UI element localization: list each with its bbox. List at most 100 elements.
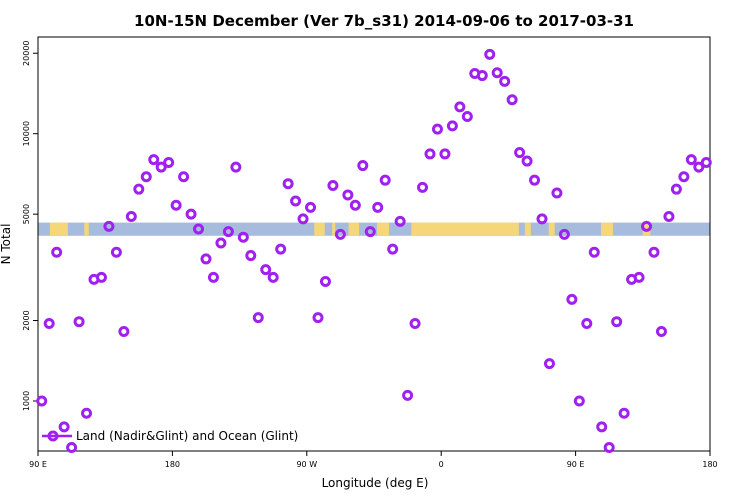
data-point [95, 271, 107, 283]
data-point [81, 407, 93, 419]
data-point [222, 226, 234, 238]
land-segment [348, 222, 360, 236]
x-tick-label: 0 [439, 460, 444, 469]
data-point [110, 246, 122, 258]
data-point [282, 178, 294, 190]
land-segment [600, 222, 613, 236]
data-point [439, 148, 451, 160]
data-points [36, 48, 712, 453]
data-point [484, 48, 496, 60]
land-segment [84, 222, 89, 236]
data-point [260, 264, 272, 276]
data-point [342, 189, 354, 201]
y-axis: 1000 2000 5000 10000 20000 [22, 40, 38, 411]
data-point [417, 181, 429, 193]
legend-label: Land (Nadir&Glint) and Ocean (Glint) [76, 429, 298, 443]
data-point [36, 395, 48, 407]
data-point [618, 407, 630, 419]
x-tick-label: 180 [165, 460, 180, 469]
data-point [506, 94, 518, 106]
data-point [693, 161, 705, 173]
data-point [543, 358, 555, 370]
data-point [334, 228, 346, 240]
data-point [402, 389, 414, 401]
data-point [58, 421, 70, 433]
data-point [319, 275, 331, 287]
data-point [633, 271, 645, 283]
data-point [446, 120, 458, 132]
chart-title: 10N-15N December (Ver 7b_s31) 2014-09-06… [134, 12, 634, 30]
land-segment [411, 222, 519, 236]
data-point [155, 161, 167, 173]
data-point [252, 312, 264, 324]
data-point [215, 237, 227, 249]
x-tick-label: 90 W [296, 460, 317, 469]
data-point [51, 246, 63, 258]
data-point [491, 67, 503, 79]
data-point [685, 154, 697, 166]
x-axis: 90 E 180 90 W 0 90 E 180 [29, 451, 718, 469]
land-segment [49, 222, 68, 236]
data-point [611, 316, 623, 328]
data-point [409, 317, 421, 329]
data-point [431, 123, 443, 135]
data-point [655, 325, 667, 337]
data-point [573, 395, 585, 407]
data-point [349, 199, 361, 211]
data-point [379, 174, 391, 186]
data-point [700, 157, 712, 169]
data-point [133, 183, 145, 195]
data-point [558, 228, 570, 240]
data-point [566, 293, 578, 305]
data-point [178, 171, 190, 183]
data-point [424, 148, 436, 160]
data-point [103, 220, 115, 232]
data-point [200, 253, 212, 265]
data-point [588, 246, 600, 258]
data-point [603, 441, 615, 453]
data-point [148, 154, 160, 166]
land-segment [314, 222, 325, 236]
data-point [312, 312, 324, 324]
data-point [327, 179, 339, 191]
data-point [521, 155, 533, 167]
data-point [461, 110, 473, 122]
data-point [454, 101, 466, 113]
data-point [476, 70, 488, 82]
x-tick-label: 90 E [567, 460, 585, 469]
y-tick-label: 5000 [22, 204, 31, 224]
data-point [267, 271, 279, 283]
y-tick-label: 1000 [22, 391, 31, 411]
data-point [364, 226, 376, 238]
plot-frame [37, 36, 711, 452]
data-point [170, 199, 182, 211]
data-point [648, 246, 660, 258]
land-segment [548, 222, 555, 236]
legend-marker [47, 430, 59, 442]
data-point [514, 147, 526, 159]
x-tick-label: 90 E [29, 460, 47, 469]
data-point [230, 161, 242, 173]
data-point [140, 171, 152, 183]
x-tick-label: 180 [702, 460, 717, 469]
data-point [529, 174, 541, 186]
data-point [596, 421, 608, 433]
y-axis-label: N Total [0, 224, 13, 265]
data-point [73, 316, 85, 328]
data-point [245, 250, 257, 262]
data-point [387, 243, 399, 255]
x-axis-label: Longitude (deg E) [322, 476, 429, 490]
data-point [290, 195, 302, 207]
data-point [275, 243, 287, 255]
data-point [678, 171, 690, 183]
data-point [66, 441, 78, 453]
data-point [357, 160, 369, 172]
y-tick-label: 2000 [22, 310, 31, 330]
data-point [297, 213, 309, 225]
data-point [499, 75, 511, 87]
data-point [118, 325, 130, 337]
data-point [185, 208, 197, 220]
data-point [163, 157, 175, 169]
y-tick-label: 10000 [22, 121, 31, 146]
